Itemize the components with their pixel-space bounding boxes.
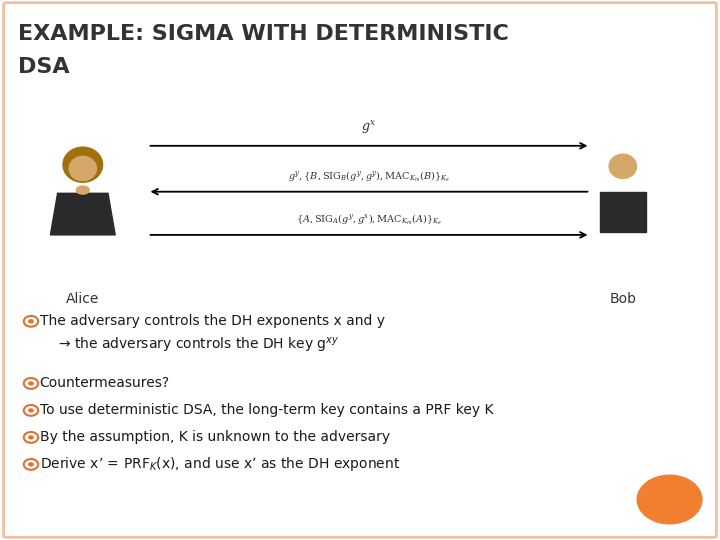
Circle shape — [637, 475, 702, 524]
Text: By the assumption, K is unknown to the adversary: By the assumption, K is unknown to the a… — [40, 430, 390, 444]
Ellipse shape — [609, 154, 636, 178]
Text: Bob: Bob — [609, 292, 636, 306]
Text: Derive x’ = PRF$_K$(x), and use x’ as the DH exponent: Derive x’ = PRF$_K$(x), and use x’ as th… — [40, 455, 400, 474]
Circle shape — [28, 381, 34, 386]
Ellipse shape — [69, 157, 96, 180]
Text: To use deterministic DSA, the long-term key contains a PRF key K: To use deterministic DSA, the long-term … — [40, 403, 493, 417]
Circle shape — [28, 462, 34, 467]
Text: $\{A, \mathrm{SIG}_A(g^y, g^x), \mathrm{MAC}_{K_m}(A)\}_{K_e}$: $\{A, \mathrm{SIG}_A(g^y, g^x), \mathrm{… — [296, 212, 442, 227]
Circle shape — [28, 408, 34, 413]
Ellipse shape — [63, 147, 103, 183]
Text: DSA: DSA — [18, 57, 70, 77]
Circle shape — [28, 319, 34, 323]
Text: → the adversary controls the DH key g$^{xy}$: → the adversary controls the DH key g$^{… — [58, 336, 339, 355]
Text: Countermeasures?: Countermeasures? — [40, 376, 170, 390]
Text: $g^x$: $g^x$ — [361, 119, 377, 136]
Text: Alice: Alice — [66, 292, 99, 306]
Text: EXAMPLE: SIGMA WITH DETERMINISTIC: EXAMPLE: SIGMA WITH DETERMINISTIC — [18, 24, 509, 44]
Circle shape — [28, 435, 34, 440]
Polygon shape — [50, 193, 115, 235]
Ellipse shape — [76, 186, 89, 194]
FancyBboxPatch shape — [4, 3, 716, 537]
Text: $g^y, \{B, \mathrm{SIG}_B(g^y, g^y), \mathrm{MAC}_{K_m}(B)\}_{K_e}$: $g^y, \{B, \mathrm{SIG}_B(g^y, g^y), \ma… — [288, 169, 450, 184]
Text: The adversary controls the DH exponents x and y: The adversary controls the DH exponents … — [40, 314, 384, 328]
Polygon shape — [600, 192, 646, 232]
